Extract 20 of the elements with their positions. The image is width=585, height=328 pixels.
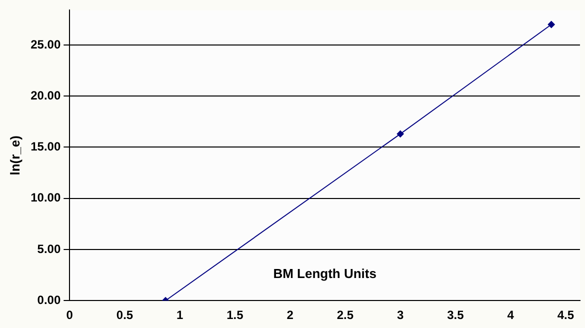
y-axis-title: ln(r_e) [7,136,22,176]
y-tick-label: 20.00 [30,88,61,102]
y-tick-label: 5.00 [37,242,61,256]
x-tick-label: 0 [66,308,74,322]
point [396,130,404,138]
y-tick-label: 15.00 [30,140,61,154]
x-axis-title: BM Length Units [273,266,376,282]
x-tick-label: 4.5 [557,308,574,322]
y-tick-label: 10.00 [30,190,61,205]
x-tick-label: 1.5 [226,308,244,322]
x-tick-label: 1 [176,308,184,322]
y-tick-label: 0.00 [37,292,61,307]
x-tick-label: 0.5 [116,308,134,322]
x-tick-label: 3 [396,308,404,322]
point [548,21,555,28]
x-tick-label: 3.5 [447,308,464,322]
x-tick-label: 4 [507,308,514,322]
x-tick-label: 2.5 [336,308,354,322]
y-tick-label: 25.00 [30,37,61,52]
x-tick-label: 2 [286,308,294,322]
